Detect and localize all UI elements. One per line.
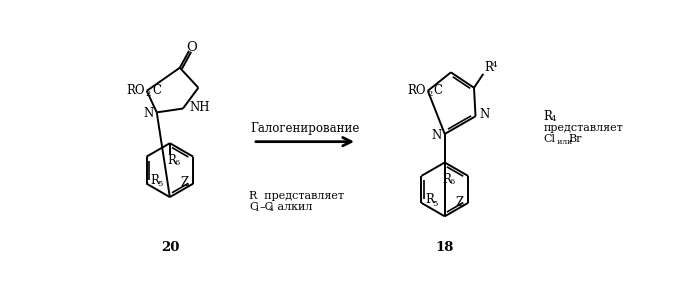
Text: алкил: алкил [274,202,312,212]
Text: Z: Z [455,196,463,209]
Text: NH: NH [190,101,210,114]
Text: N: N [480,108,489,121]
Text: 20: 20 [161,241,179,254]
Text: R: R [485,61,493,74]
Text: –C: –C [259,202,274,212]
Text: O: O [186,41,197,54]
Text: или: или [555,138,572,146]
Text: 5: 5 [432,200,438,208]
Text: представляет: представляет [543,123,623,133]
Text: 2: 2 [146,90,151,98]
Text: C: C [249,202,258,212]
Text: R: R [443,173,452,186]
Text: C: C [433,84,443,97]
Text: N: N [431,129,442,142]
Text: 4: 4 [550,115,556,123]
Text: 6: 6 [450,178,454,186]
Text: 2: 2 [427,90,432,98]
Text: Br: Br [569,134,582,144]
Text: N: N [143,107,154,120]
Text: 5: 5 [157,181,163,189]
Text: C: C [152,84,161,97]
Text: RO: RO [408,84,426,97]
Text: Z: Z [180,176,188,189]
Text: RO: RO [127,84,145,97]
Text: Галогенирование: Галогенирование [251,122,359,135]
Text: R: R [425,193,434,206]
Text: 6: 6 [174,159,179,167]
Text: 18: 18 [436,241,454,254]
Text: R: R [543,110,552,123]
Text: 1: 1 [255,205,260,213]
Text: R: R [150,174,159,187]
Text: R  представляет: R представляет [249,191,344,201]
Text: R: R [168,154,177,167]
Text: Cl: Cl [543,134,556,144]
Text: 4: 4 [269,205,274,213]
Text: 4: 4 [491,61,497,69]
